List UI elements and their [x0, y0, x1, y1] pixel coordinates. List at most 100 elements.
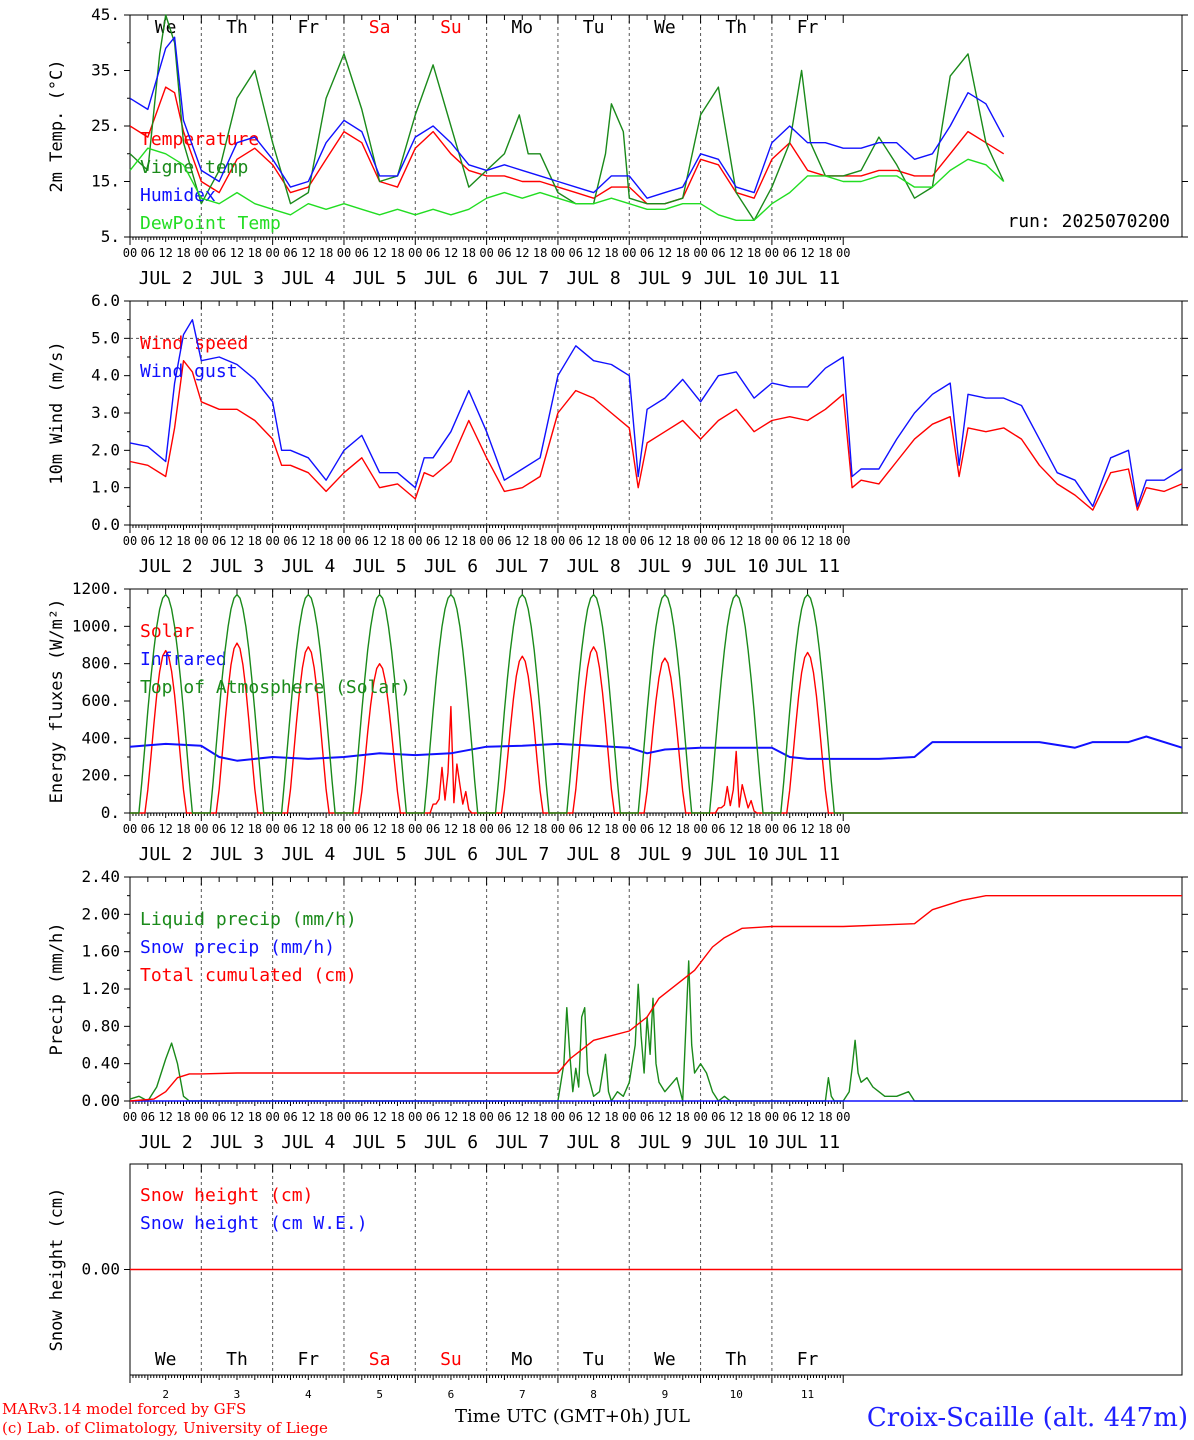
hour-tick-label: 06: [569, 534, 583, 548]
day-number-label: 3: [234, 1388, 241, 1401]
hour-tick-label: 06: [141, 822, 155, 836]
hour-tick-label: 18: [818, 534, 832, 548]
hour-tick-label: 06: [426, 1110, 440, 1124]
hour-tick-label: 00: [123, 246, 137, 260]
hour-tick-label: 12: [800, 246, 814, 260]
date-label: JUL 7: [495, 556, 549, 577]
hour-tick-label: 00: [265, 1110, 279, 1124]
y-tick-label: 1.60: [81, 942, 120, 961]
hour-tick-label: 18: [676, 822, 690, 836]
hour-tick-label: 06: [640, 534, 654, 548]
hour-tick-label: 00: [693, 822, 707, 836]
hour-tick-label: 12: [800, 1110, 814, 1124]
hour-tick-label: 18: [248, 246, 262, 260]
hour-tick-label: 12: [301, 1110, 315, 1124]
hour-tick-label: 18: [390, 534, 404, 548]
date-label: JUL 11: [775, 556, 840, 577]
date-label: JUL 9: [638, 1132, 692, 1153]
hour-tick-label: 06: [141, 246, 155, 260]
date-label: JUL 8: [566, 1132, 620, 1153]
hour-tick-label: 18: [319, 246, 333, 260]
hour-tick-label: 06: [783, 534, 797, 548]
hour-tick-label: 18: [676, 246, 690, 260]
hour-tick-label: 12: [658, 534, 672, 548]
weekday-label: Tu: [583, 1349, 605, 1370]
hour-tick-label: 00: [836, 246, 850, 260]
date-label: JUL 9: [638, 556, 692, 577]
weekday-label: Th: [226, 1349, 248, 1370]
y-tick-label: 400.: [81, 728, 120, 747]
hour-tick-label: 12: [658, 822, 672, 836]
y-tick-label: 6.0: [91, 291, 120, 310]
y-tick-label: 0.40: [81, 1054, 120, 1073]
hour-tick-label: 00: [622, 534, 636, 548]
hour-tick-label: 12: [800, 534, 814, 548]
weekday-label: Fr: [297, 17, 319, 38]
station-name: Croix-Scaille (alt. 447m): [866, 1403, 1188, 1433]
date-label: JUL 2: [139, 268, 193, 289]
hour-tick-label: 12: [515, 1110, 529, 1124]
y-tick-label: 5.0: [91, 328, 120, 347]
hour-tick-label: 18: [176, 822, 190, 836]
hour-tick-label: 12: [230, 822, 244, 836]
hour-tick-label: 18: [248, 534, 262, 548]
hour-tick-label: 18: [390, 1110, 404, 1124]
hour-tick-label: 06: [283, 1110, 297, 1124]
hour-tick-label: 12: [515, 534, 529, 548]
hour-tick-label: 18: [818, 1110, 832, 1124]
hour-tick-label: 12: [372, 1110, 386, 1124]
hour-tick-label: 00: [836, 1110, 850, 1124]
hour-tick-label: 00: [765, 822, 779, 836]
weekday-label: Mo: [511, 17, 533, 38]
weekday-label: We: [155, 1349, 177, 1370]
legend-entry: Temperature: [140, 129, 259, 150]
hour-tick-label: 18: [390, 246, 404, 260]
hour-tick-label: 18: [604, 822, 618, 836]
date-label: JUL 5: [353, 268, 407, 289]
hour-tick-label: 18: [747, 534, 761, 548]
hour-tick-label: 06: [497, 1110, 511, 1124]
hour-tick-label: 12: [515, 822, 529, 836]
hour-tick-label: 18: [747, 1110, 761, 1124]
date-label: JUL 2: [139, 556, 193, 577]
weekday-label: Su: [440, 1349, 462, 1370]
date-label: JUL 6: [424, 556, 478, 577]
weekday-label: Sa: [369, 1349, 391, 1370]
weekday-label: Tu: [583, 17, 605, 38]
hour-tick-label: 18: [533, 1110, 547, 1124]
hour-tick-label: 06: [569, 822, 583, 836]
hour-tick-label: 00: [765, 534, 779, 548]
date-label: JUL 8: [566, 556, 620, 577]
date-label: JUL 6: [424, 1132, 478, 1153]
legend-entry: Liquid precip (mm/h): [140, 909, 357, 930]
series-line-total-cumulated-cm: [129, 895, 1182, 1102]
hour-tick-label: 12: [586, 822, 600, 836]
day-number-label: 2: [162, 1388, 169, 1401]
date-label: JUL 5: [353, 844, 407, 865]
hour-tick-label: 00: [265, 246, 279, 260]
series-line-solar: [130, 642, 1182, 814]
hour-tick-label: 00: [337, 534, 351, 548]
hour-tick-label: 00: [551, 822, 565, 836]
hour-tick-label: 18: [176, 534, 190, 548]
weekday-label: Fr: [797, 1349, 819, 1370]
hour-tick-label: 00: [693, 246, 707, 260]
y-tick-label: 25.: [91, 116, 120, 135]
hour-tick-label: 18: [533, 246, 547, 260]
hour-tick-label: 12: [372, 534, 386, 548]
hour-tick-label: 06: [283, 822, 297, 836]
hour-tick-label: 06: [212, 822, 226, 836]
day-number-label: 8: [590, 1388, 597, 1401]
date-label: JUL 10: [704, 844, 769, 865]
series-line-wind-speed: [129, 360, 1183, 511]
date-label: JUL 10: [704, 556, 769, 577]
hour-tick-label: 06: [640, 822, 654, 836]
weekday-label: We: [654, 1349, 676, 1370]
date-label: JUL 5: [353, 1132, 407, 1153]
hour-tick-label: 00: [408, 534, 422, 548]
y-tick-label: 1000.: [72, 616, 120, 635]
hour-tick-label: 06: [783, 822, 797, 836]
hour-tick-label: 06: [355, 822, 369, 836]
hour-tick-label: 00: [622, 246, 636, 260]
